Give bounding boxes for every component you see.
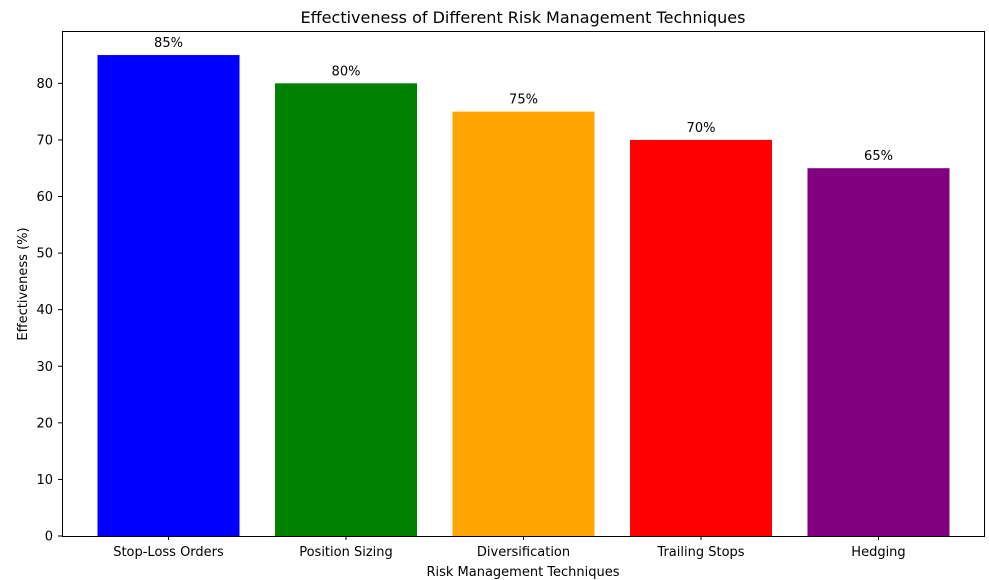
y-tick-label: 70 — [36, 133, 53, 148]
y-tick-label: 80 — [36, 77, 53, 92]
x-tick-label: Diversification — [477, 545, 570, 560]
x-tick-label: Position Sizing — [299, 545, 393, 560]
bar — [275, 83, 417, 536]
data-label: 80% — [332, 64, 361, 79]
plot-frame — [62, 31, 985, 537]
y-tick-label: 60 — [36, 190, 53, 205]
y-axis-title: Effectiveness (%) — [16, 227, 31, 340]
bar — [807, 168, 950, 536]
bar — [452, 111, 595, 536]
y-tick-label: 30 — [36, 360, 53, 375]
data-label: 75% — [509, 93, 538, 108]
data-label: 65% — [864, 149, 893, 164]
data-label: 85% — [154, 36, 183, 51]
chart-title: Effectiveness of Different Risk Manageme… — [301, 8, 746, 27]
y-tick-label: 50 — [36, 247, 53, 262]
x-tick-label: Hedging — [851, 545, 905, 560]
y-tick-label: 0 — [45, 530, 53, 545]
y-tick-label: 20 — [36, 416, 53, 431]
plot-area: 85% Stop-Loss Orders 80% Position Sizing 75%… — [36, 31, 985, 560]
x-axis-title: Risk Management Techniques — [426, 565, 619, 580]
data-label: 70% — [687, 121, 716, 136]
x-tick-label: Trailing Stops — [656, 545, 744, 560]
bar — [630, 139, 772, 537]
bar — [97, 55, 240, 537]
y-tick-label: 10 — [36, 473, 53, 488]
y-tick-label: 40 — [36, 303, 53, 318]
x-tick-label: Stop-Loss Orders — [113, 545, 224, 560]
